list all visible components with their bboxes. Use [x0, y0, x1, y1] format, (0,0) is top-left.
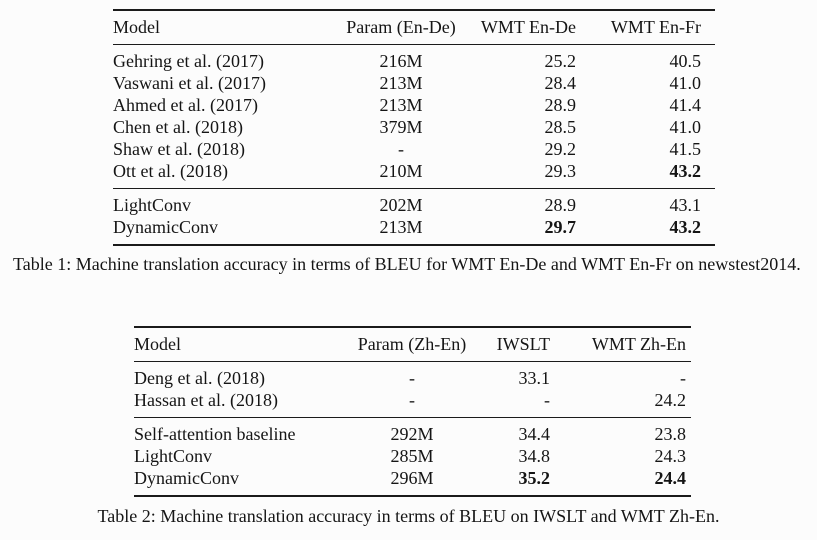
table-row: Deng et al. (2018) - 33.1 -: [134, 362, 691, 390]
cell-model: LightConv: [113, 195, 192, 215]
table-row: Ott et al. (2018) 210M 29.3 43.2: [113, 160, 715, 189]
cell-wmt-en-de: 28.9: [544, 95, 577, 115]
cell-model: DynamicConv: [134, 468, 239, 488]
cell-iwslt: 34.4: [518, 424, 551, 444]
cell-iwslt: -: [544, 390, 550, 410]
table-row: Ahmed et al. (2017) 213M 28.9 41.4: [113, 94, 715, 116]
cell-param: 296M: [390, 468, 434, 488]
cell-wmt-zh-en: -: [680, 368, 686, 388]
cell-wmt-en-fr: 41.5: [669, 139, 702, 159]
cell-wmt-zh-en-best: 24.4: [654, 468, 687, 488]
cell-param: 292M: [390, 424, 434, 444]
cell-wmt-zh-en: 23.8: [654, 424, 687, 444]
table-1-caption: Table 1: Machine translation accuracy in…: [13, 254, 801, 274]
cell-model: DynamicConv: [113, 217, 218, 237]
column-header-wmt-en-fr: WMT En-Fr: [610, 17, 701, 37]
cell-param: 213M: [379, 217, 423, 237]
column-header-model: Model: [113, 17, 160, 37]
cell-model: Chen et al. (2018): [113, 117, 243, 137]
column-header-param-en-de: Param (En-De): [346, 17, 456, 37]
cell-model: Gehring et al. (2017): [113, 51, 264, 71]
cell-model: Ahmed et al. (2017): [113, 95, 258, 115]
cell-param: -: [409, 368, 415, 388]
table-row: Shaw et al. (2018) - 29.2 41.5: [113, 138, 715, 160]
cell-param: 213M: [379, 73, 423, 93]
cell-wmt-en-fr-best: 43.2: [669, 161, 702, 181]
table-2-caption: Table 2: Machine translation accuracy in…: [97, 506, 720, 526]
cell-param: 210M: [379, 161, 423, 181]
cell-param: -: [398, 139, 404, 159]
table-header-row: Model Param (En-De) WMT En-De WMT En-Fr: [113, 10, 715, 45]
table-row: LightConv 202M 28.9 43.1: [113, 189, 715, 217]
table-1-header: Model Param (En-De) WMT En-De WMT En-Fr: [113, 10, 715, 45]
table-2-our-models-group: Self-attention baseline 292M 34.4 23.8 L…: [134, 418, 691, 496]
table-row: Chen et al. (2018) 379M 28.5 41.0: [113, 116, 715, 138]
cell-model: Vaswani et al. (2017): [113, 73, 266, 93]
cell-wmt-en-de: 28.5: [544, 117, 577, 137]
table-1-results-wmt: Model Param (En-De) WMT En-De WMT En-Fr …: [113, 9, 715, 246]
cell-model: Hassan et al. (2018): [134, 390, 278, 410]
cell-model: Shaw et al. (2018): [113, 139, 245, 159]
cell-wmt-en-fr: 41.0: [669, 117, 702, 137]
table-2-header: Model Param (Zh-En) IWSLT WMT Zh-En: [134, 327, 691, 362]
table-row: Self-attention baseline 292M 34.4 23.8: [134, 418, 691, 446]
cell-wmt-zh-en: 24.3: [654, 446, 687, 466]
cell-wmt-en-de: 28.4: [544, 73, 577, 93]
cell-param: 213M: [379, 95, 423, 115]
cell-param: 216M: [379, 51, 423, 71]
cell-param: 379M: [379, 117, 423, 137]
cell-model: LightConv: [134, 446, 213, 466]
cell-wmt-en-de-best: 29.7: [544, 217, 577, 237]
table-row: LightConv 285M 34.8 24.3: [134, 445, 691, 467]
cell-param: 202M: [379, 195, 423, 215]
cell-wmt-zh-en: 24.2: [654, 390, 687, 410]
table-row: Vaswani et al. (2017) 213M 28.4 41.0: [113, 72, 715, 94]
cell-wmt-en-de: 28.9: [544, 195, 577, 215]
cell-param: -: [409, 390, 415, 410]
column-header-param-zh-en: Param (Zh-En): [357, 334, 467, 354]
cell-wmt-en-de: 25.2: [544, 51, 577, 71]
column-header-wmt-zh-en: WMT Zh-En: [591, 334, 686, 354]
table-2-results-iwslt-zhen: Model Param (Zh-En) IWSLT WMT Zh-En Deng…: [134, 326, 691, 497]
table-row: Hassan et al. (2018) - - 24.2: [134, 389, 691, 418]
cell-wmt-en-de: 29.3: [544, 161, 577, 181]
cell-model: Self-attention baseline: [134, 424, 296, 444]
table-header-row: Model Param (Zh-En) IWSLT WMT Zh-En: [134, 327, 691, 362]
table-2-baseline-group: Deng et al. (2018) - 33.1 - Hassan et al…: [134, 362, 691, 418]
cell-wmt-en-fr: 43.1: [669, 195, 702, 215]
table-row: DynamicConv 296M 35.2 24.4: [134, 467, 691, 496]
cell-iwslt: 33.1: [518, 368, 551, 388]
table-row: Gehring et al. (2017) 216M 25.2 40.5: [113, 45, 715, 73]
cell-wmt-en-fr: 41.4: [669, 95, 702, 115]
cell-model: Deng et al. (2018): [134, 368, 265, 388]
cell-iwslt-best: 35.2: [518, 468, 551, 488]
table-1-baseline-group: Gehring et al. (2017) 216M 25.2 40.5 Vas…: [113, 45, 715, 189]
cell-param: 285M: [390, 446, 434, 466]
column-header-model: Model: [134, 334, 181, 354]
table-row: DynamicConv 213M 29.7 43.2: [113, 216, 715, 245]
table-1-our-models-group: LightConv 202M 28.9 43.1 DynamicConv 213…: [113, 189, 715, 245]
cell-wmt-en-fr: 40.5: [669, 51, 702, 71]
column-header-wmt-en-de: WMT En-De: [480, 17, 576, 37]
cell-wmt-en-fr: 41.0: [669, 73, 702, 93]
cell-wmt-en-fr-best: 43.2: [669, 217, 702, 237]
cell-model: Ott et al. (2018): [113, 161, 228, 181]
cell-iwslt: 34.8: [518, 446, 551, 466]
column-header-iwslt: IWSLT: [496, 334, 550, 354]
cell-wmt-en-de: 29.2: [544, 139, 577, 159]
